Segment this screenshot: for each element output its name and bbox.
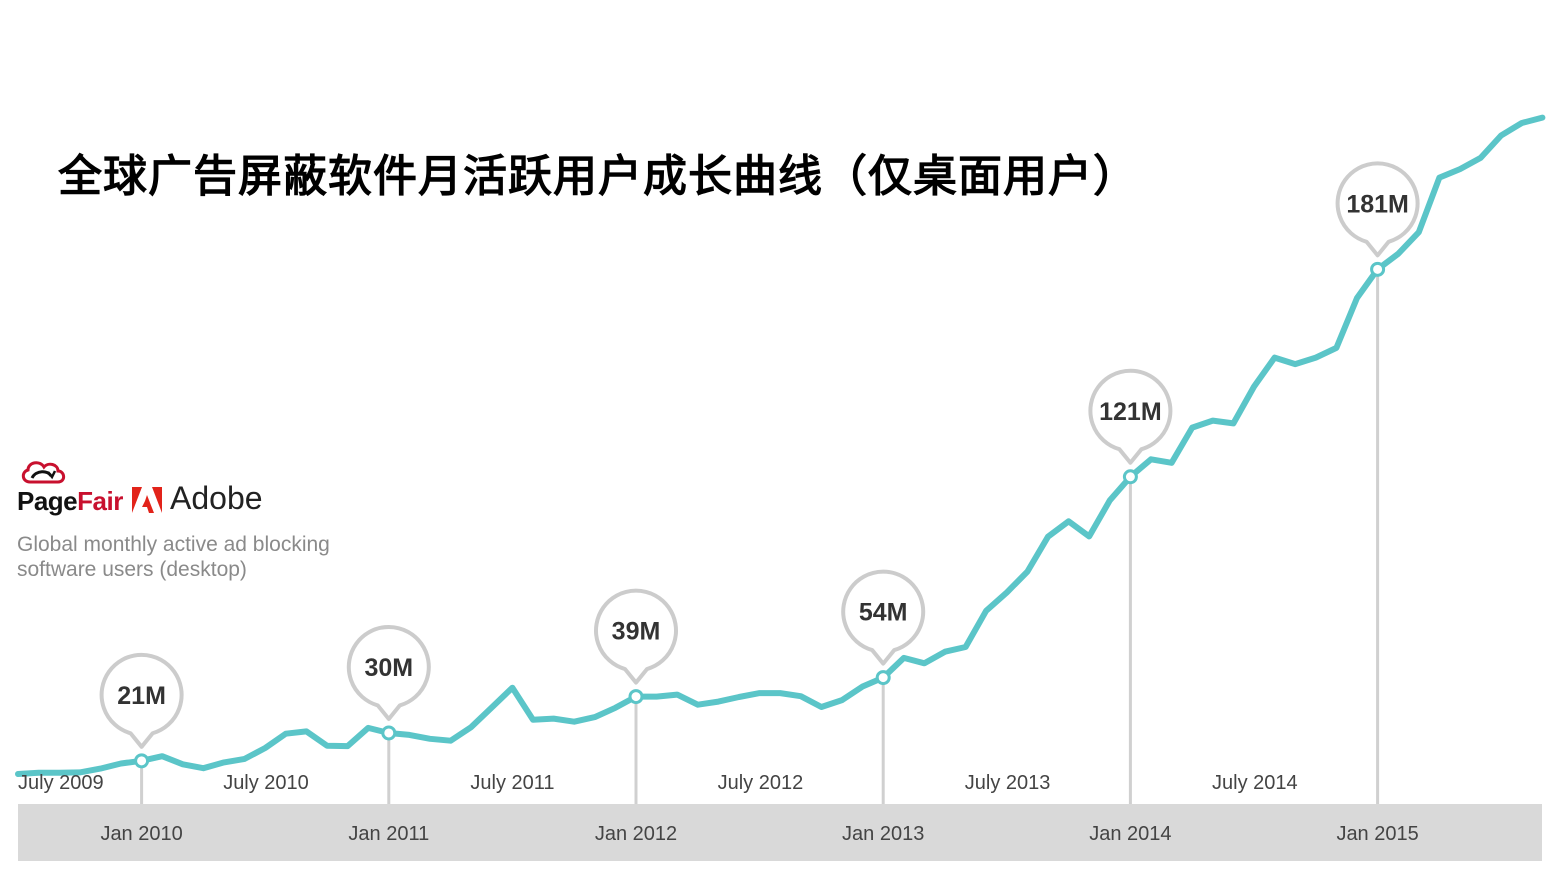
callout-shape <box>594 588 678 685</box>
pagefair-logo: PageFair <box>17 486 123 516</box>
series-line <box>15 114 1546 777</box>
x-tick-label-bottom: Jan 2011 <box>348 823 429 845</box>
x-tick-label-top: July 2010 <box>223 772 309 794</box>
data-point-marker <box>875 670 891 686</box>
data-point-marker <box>1370 261 1386 277</box>
adobe-logo: Adobe <box>170 480 263 516</box>
x-tick-label-top: July 2014 <box>1212 772 1298 794</box>
callout-bubble: 39M <box>594 588 678 685</box>
callout-shape <box>99 652 184 749</box>
x-tick-label-top: July 2009 <box>18 772 104 794</box>
callout-label: 121M <box>1099 398 1162 426</box>
callout-shape <box>1088 368 1173 465</box>
x-tick-label-top: July 2011 <box>470 772 554 794</box>
x-axis-band <box>18 804 1542 861</box>
callout-bubble: 181M <box>1335 161 1420 258</box>
callout-label: 21M <box>117 682 166 710</box>
data-point-marker <box>1122 469 1138 485</box>
adobe-icon <box>132 487 162 513</box>
data-point-marker <box>628 689 644 705</box>
callout-shape <box>841 569 926 666</box>
callout-shape <box>1335 161 1420 258</box>
callout-shape <box>346 624 431 721</box>
data-point-marker <box>381 725 397 741</box>
callout-label: 30M <box>364 654 413 682</box>
chart-subtitle: Global monthly active ad blocking softwa… <box>17 533 330 581</box>
callout-bubble: 54M <box>841 569 926 666</box>
x-tick-label-top: July 2013 <box>965 772 1051 794</box>
callout-label: 181M <box>1346 190 1409 218</box>
callout-bubble: 121M <box>1088 368 1173 465</box>
callout-bubble: 21M <box>99 652 184 749</box>
x-tick-label-bottom: Jan 2013 <box>842 823 924 845</box>
x-tick-label-bottom: Jan 2014 <box>1089 823 1171 845</box>
callout-bubble: 30M <box>346 624 431 721</box>
x-tick-label-top: July 2012 <box>718 772 804 794</box>
callout-label: 54M <box>859 599 908 627</box>
x-tick-label-bottom: Jan 2010 <box>100 823 182 845</box>
x-tick-label-bottom: Jan 2015 <box>1336 823 1418 845</box>
callout-label: 39M <box>612 618 661 646</box>
pagefair-cloud-icon <box>21 461 66 484</box>
x-tick-label-bottom: Jan 2012 <box>595 823 677 845</box>
data-point-marker <box>134 753 150 769</box>
chart-title: 全球广告屏蔽软件月活跃用户成长曲线（仅桌面用户） <box>58 151 1138 202</box>
